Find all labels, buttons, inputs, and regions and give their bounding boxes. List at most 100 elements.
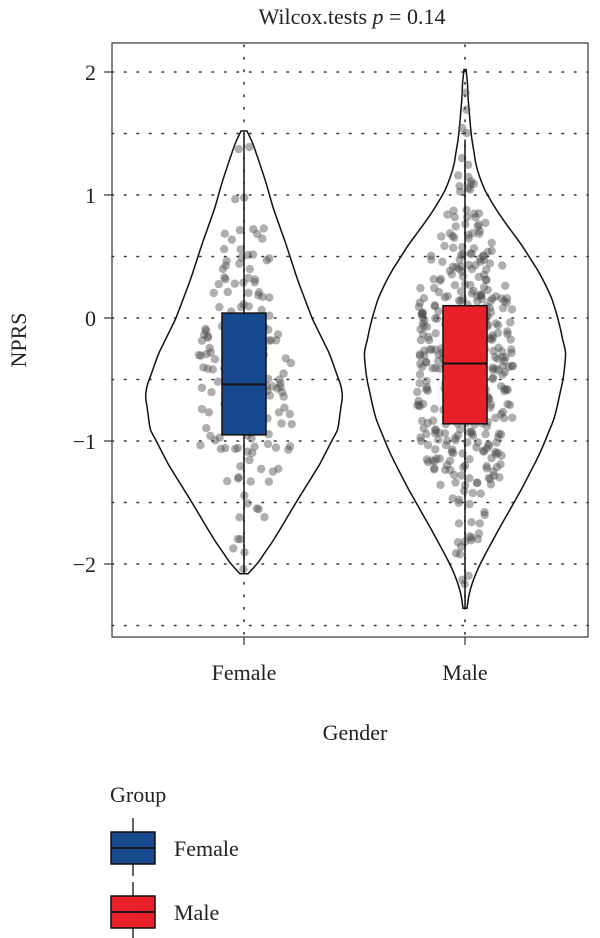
- data-point: [482, 275, 491, 285]
- data-point: [456, 296, 465, 305]
- data-point: [243, 499, 252, 508]
- data-point: [431, 329, 440, 338]
- data-point: [487, 453, 496, 463]
- data-point: [464, 260, 473, 270]
- data-point: [451, 549, 461, 558]
- data-point: [276, 382, 285, 392]
- legend-title: Group: [110, 782, 166, 807]
- data-point: [493, 328, 503, 338]
- data-point: [236, 535, 245, 544]
- data-point: [281, 354, 290, 363]
- data-point: [471, 261, 480, 270]
- data-point: [462, 128, 471, 138]
- data-point: [485, 475, 495, 484]
- data-point: [495, 473, 504, 482]
- data-point: [280, 403, 289, 412]
- data-point: [479, 283, 489, 292]
- data-point: [438, 257, 447, 266]
- data-point: [262, 256, 271, 265]
- data-point: [467, 289, 477, 298]
- data-point: [420, 351, 429, 360]
- data-point: [491, 447, 500, 457]
- plot-panel: 2 1 0 −1 −2: [73, 42, 589, 638]
- data-point: [245, 142, 254, 152]
- data-point: [254, 291, 263, 300]
- data-point: [197, 336, 207, 345]
- data-point: [220, 273, 229, 282]
- data-point: [264, 477, 274, 486]
- data-point: [265, 293, 274, 302]
- data-point: [247, 434, 256, 443]
- y-tick-label: 1: [85, 183, 96, 208]
- y-tick-label: −1: [73, 429, 96, 454]
- data-point: [245, 455, 254, 465]
- data-point: [450, 233, 459, 242]
- data-point: [456, 287, 466, 296]
- data-point: [235, 513, 244, 522]
- data-point: [263, 439, 273, 449]
- data-point: [235, 225, 245, 235]
- data-point: [482, 464, 491, 473]
- box-male: [442, 304, 488, 425]
- data-point: [466, 280, 475, 290]
- data-point: [469, 286, 478, 296]
- data-point: [506, 335, 515, 344]
- data-point: [493, 354, 502, 363]
- data-point: [279, 369, 288, 378]
- data-point: [416, 436, 426, 446]
- data-point: [419, 424, 428, 433]
- data-point: [450, 212, 459, 222]
- data-point: [430, 464, 439, 473]
- data-point: [423, 457, 433, 467]
- data-point: [489, 346, 498, 356]
- data-point: [486, 403, 495, 412]
- groups: [144, 68, 567, 610]
- data-point: [413, 387, 422, 397]
- data-point: [416, 325, 425, 334]
- data-point: [454, 498, 463, 507]
- data-point: [441, 465, 450, 475]
- data-point: [246, 477, 255, 486]
- data-point: [431, 445, 440, 454]
- data-point: [489, 471, 499, 480]
- data-point: [483, 285, 492, 295]
- data-point: [492, 462, 502, 472]
- data-point: [488, 331, 497, 340]
- data-point: [206, 348, 215, 357]
- data-point: [197, 404, 207, 414]
- data-point: [501, 281, 510, 290]
- data-point: [250, 442, 259, 451]
- data-point: [484, 473, 494, 483]
- data-point: [464, 160, 473, 169]
- data-point: [414, 302, 424, 312]
- data-point: [450, 281, 460, 290]
- data-point: [461, 88, 470, 97]
- data-point: [423, 440, 433, 450]
- data-point: [496, 409, 506, 419]
- data-point: [435, 364, 445, 373]
- data-point: [457, 262, 466, 271]
- data-point: [230, 279, 239, 288]
- data-point: [425, 335, 434, 345]
- data-point: [194, 350, 203, 360]
- data-point: [422, 322, 432, 331]
- data-point: [494, 321, 503, 330]
- data-point: [413, 400, 422, 410]
- data-point: [419, 399, 428, 409]
- points-female: [194, 142, 296, 574]
- x-tick-label: Male: [442, 660, 487, 685]
- grid-lines: [111, 44, 589, 636]
- data-point: [504, 362, 514, 372]
- data-point: [488, 374, 497, 384]
- data-point: [447, 447, 456, 457]
- data-point: [220, 229, 229, 238]
- data-point: [476, 257, 485, 266]
- data-point: [206, 431, 215, 441]
- data-point: [482, 462, 491, 471]
- data-point: [432, 314, 442, 323]
- data-point: [415, 350, 424, 359]
- data-point: [416, 284, 425, 293]
- data-point: [215, 302, 224, 312]
- data-point: [250, 275, 260, 284]
